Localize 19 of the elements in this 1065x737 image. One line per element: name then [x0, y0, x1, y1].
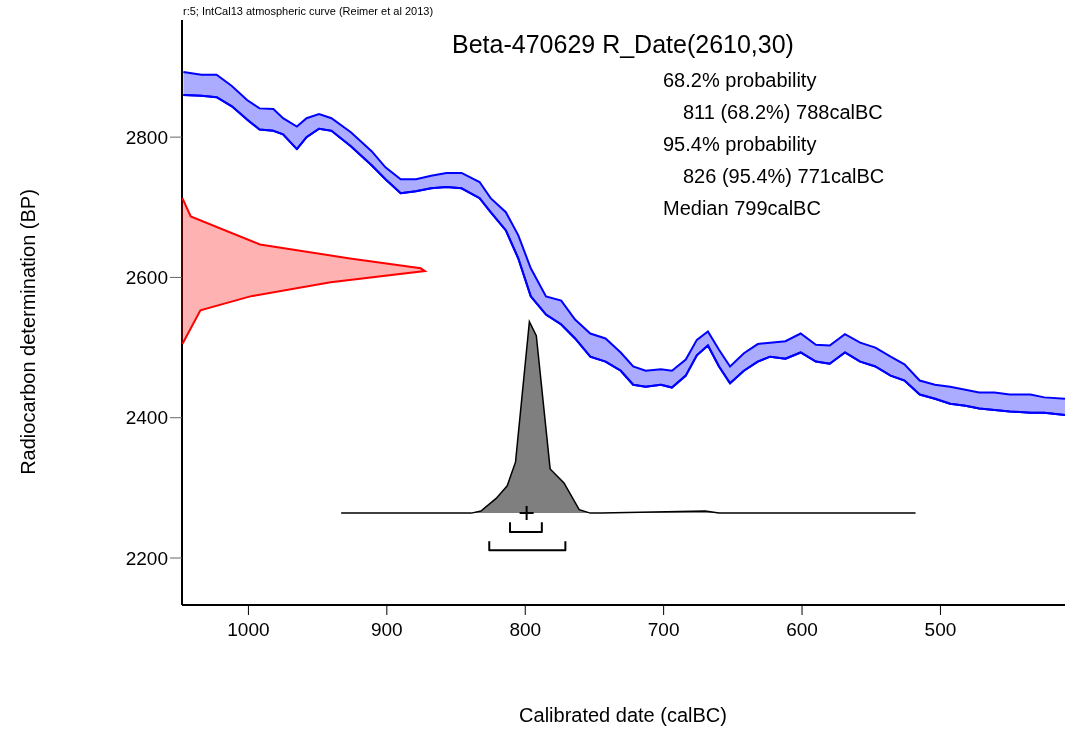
x-tick-label: 1000: [227, 619, 270, 641]
y-tick-label: 2200: [125, 547, 168, 569]
x-tick-label: 600: [786, 619, 818, 641]
x-tick-label: 900: [370, 619, 403, 641]
chart-title: Beta-470629 R_Date(2610,30): [451, 30, 795, 59]
x-axis-title: Calibrated date (calBC): [518, 704, 728, 727]
annotation: 95.4% probability: [663, 132, 818, 157]
y-axis-title: Radiocarbon determination (BP): [16, 189, 40, 475]
annotation: 826 (95.4%) 771calBC: [682, 164, 885, 189]
x-tick-label: 500: [924, 619, 957, 641]
annotation: Median 799calBC: [663, 196, 822, 221]
x-tick-label: 800: [509, 619, 542, 641]
annotation: 68.2% probability: [663, 68, 818, 93]
y-tick-label: 2600: [125, 267, 168, 289]
x-tick-label: 700: [647, 619, 680, 641]
text: r:5; IntCal13 atmospheric curve (Reimer et al 2013): [183, 5, 434, 17]
y-tick-label: 2400: [125, 407, 168, 429]
y-tick-label: 2800: [125, 126, 168, 148]
annotation: 811 (68.2%) 788calBC: [682, 100, 884, 125]
